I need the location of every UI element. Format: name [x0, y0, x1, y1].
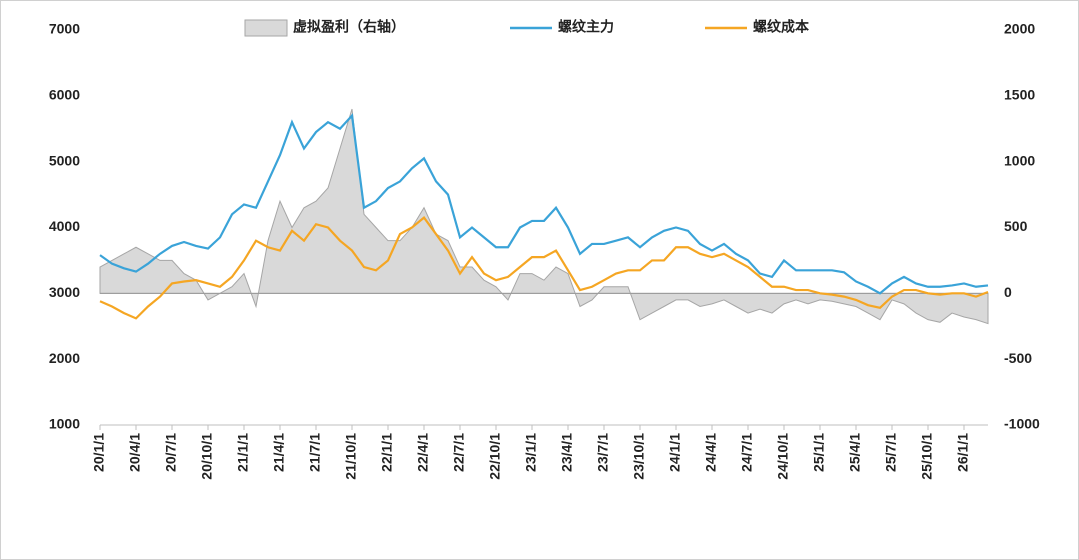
y2-tick-label: 0: [1004, 284, 1012, 300]
series-line: [99, 113, 989, 295]
y2-tick-label: 500: [1004, 218, 1028, 234]
y2-tick-label: -1000: [1004, 416, 1040, 432]
x-tick-label: 24/1/1: [667, 433, 683, 472]
x-tick-label: 21/1/1: [235, 433, 251, 472]
x-tick-label: 20/10/1: [199, 433, 215, 480]
x-tick-label: 24/7/1: [739, 433, 755, 472]
y-tick-label: 2000: [49, 350, 80, 366]
x-tick-label: 25/1/1: [811, 433, 827, 472]
legend-label: 虚拟盈利（右轴）: [293, 19, 405, 35]
y2-tick-label: -500: [1004, 350, 1032, 366]
y-tick-label: 4000: [49, 218, 80, 234]
y-tick-label: 3000: [49, 284, 80, 300]
y-tick-label: 1000: [49, 416, 80, 432]
x-tick-label: 23/4/1: [559, 433, 575, 472]
x-tick-label: 25/10/1: [919, 433, 935, 480]
x-tick-label: 20/1/1: [91, 433, 107, 472]
series-line: [99, 216, 989, 320]
y2-tick-label: 2000: [1004, 21, 1035, 37]
y2-tick-label: 1500: [1004, 87, 1035, 103]
y-tick-label: 7000: [49, 21, 80, 37]
x-tick-label: 23/10/1: [631, 433, 647, 480]
x-tick-label: 22/10/1: [487, 433, 503, 480]
x-tick-label: 23/1/1: [523, 433, 539, 472]
x-tick-label: 22/1/1: [379, 433, 395, 472]
x-tick-label: 25/7/1: [883, 433, 899, 472]
y2-tick-label: 1000: [1004, 152, 1035, 168]
legend-label: 螺纹主力: [558, 19, 614, 35]
x-tick-label: 24/10/1: [775, 433, 791, 480]
x-tick-label: 20/4/1: [127, 433, 143, 472]
profit-area: [99, 108, 989, 325]
x-tick-label: 24/4/1: [703, 433, 719, 472]
y-tick-label: 6000: [49, 87, 80, 103]
x-tick-label: 21/10/1: [343, 433, 359, 480]
x-tick-label: 23/7/1: [595, 433, 611, 472]
legend-swatch: [244, 19, 288, 37]
x-tick-label: 21/4/1: [271, 433, 287, 472]
x-tick-label: 26/1/1: [955, 433, 971, 472]
x-tick-label: 22/7/1: [451, 433, 467, 472]
x-tick-label: 21/7/1: [307, 433, 323, 472]
legend-label: 螺纹成本: [753, 19, 810, 35]
x-tick-label: 22/4/1: [415, 433, 431, 472]
y-tick-label: 5000: [49, 152, 80, 168]
x-tick-label: 25/4/1: [847, 433, 863, 472]
x-tick-label: 20/7/1: [163, 433, 179, 472]
